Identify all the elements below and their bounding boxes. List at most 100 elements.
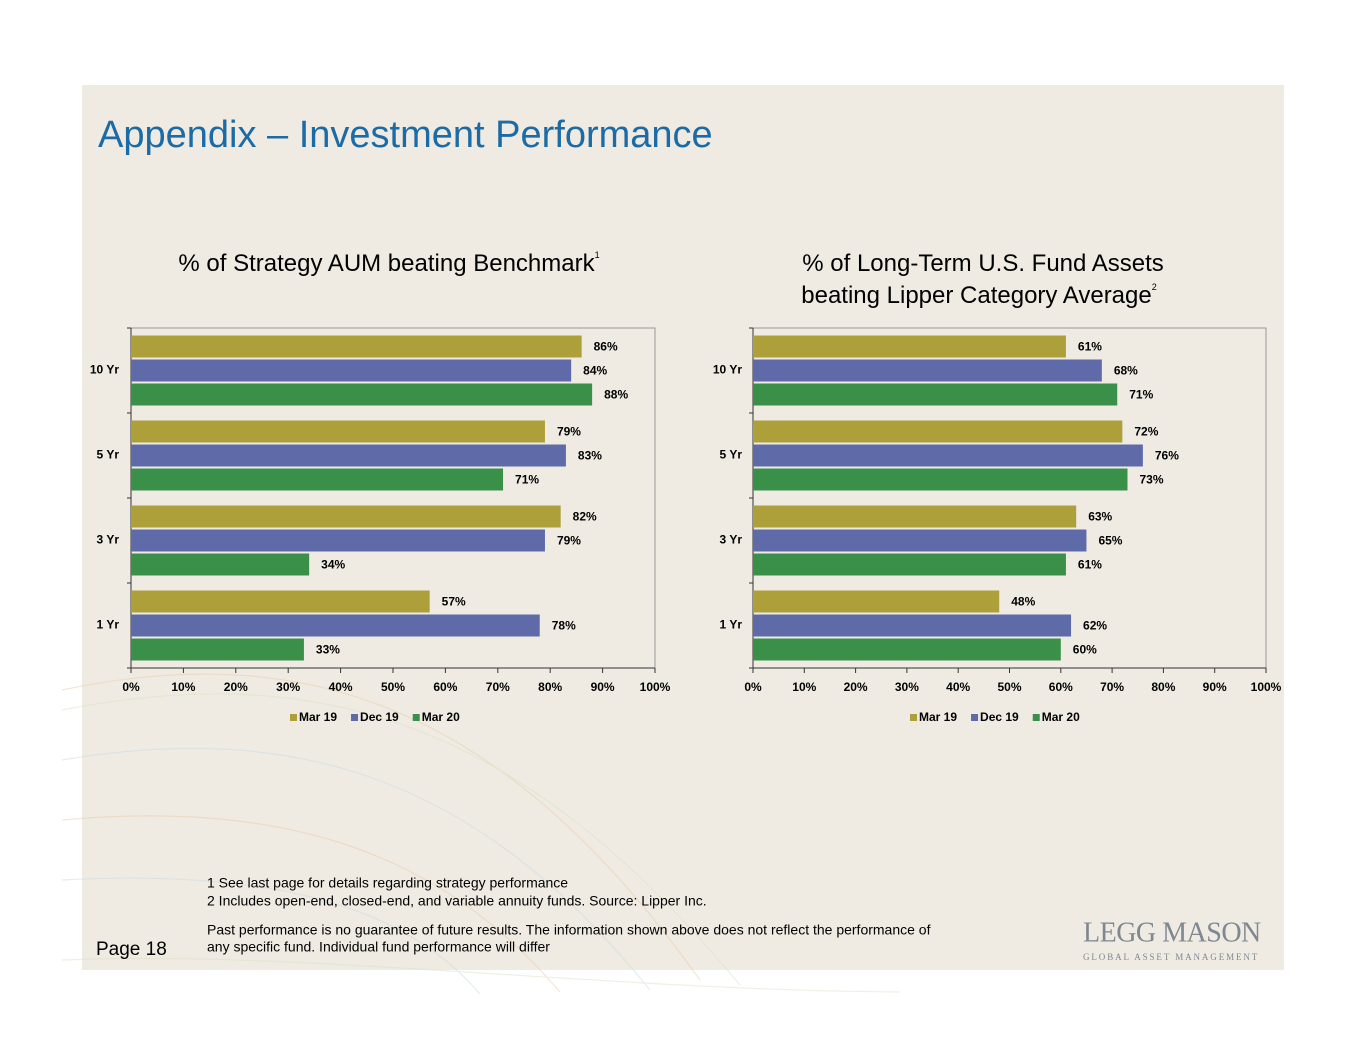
x-tick-label: 10% (792, 680, 816, 694)
bar (131, 553, 310, 576)
chart-title-text: beating Lipper Category Average (801, 282, 1151, 309)
data-label: 76% (1155, 449, 1179, 463)
footnote-mark: 1 (595, 250, 600, 260)
data-label: 34% (321, 558, 345, 572)
data-label: 82% (573, 510, 597, 524)
page-number: Page 18 (96, 939, 167, 960)
x-tick-label: 50% (381, 680, 405, 694)
data-label: 86% (594, 340, 618, 354)
bar (753, 638, 1061, 661)
y-tick-label: 5 Yr (97, 448, 120, 462)
x-tick-label: 40% (329, 680, 353, 694)
data-label: 84% (583, 364, 607, 378)
bar (131, 383, 593, 406)
data-label: 79% (557, 425, 581, 439)
x-tick-label: 100% (1251, 680, 1282, 694)
x-tick-label: 90% (591, 680, 615, 694)
disclaimer: any specific fund. Individual fund perfo… (207, 939, 550, 955)
data-label: 72% (1134, 425, 1158, 439)
bar (753, 335, 1066, 358)
data-label: 88% (604, 388, 628, 402)
bar (753, 614, 1072, 637)
legend-swatch (290, 714, 297, 721)
y-tick-label: 10 Yr (713, 363, 742, 377)
data-label: 33% (316, 643, 340, 657)
data-label: 65% (1098, 534, 1122, 548)
bar (131, 590, 430, 613)
bar (753, 529, 1087, 552)
x-tick-label: 80% (1151, 680, 1175, 694)
legend-label: Dec 19 (360, 710, 399, 724)
disclaimer: Past performance is no guarantee of futu… (207, 922, 931, 938)
data-label: 63% (1088, 510, 1112, 524)
chart-title: % of Strategy AUM beating Benchmark1 (178, 250, 599, 277)
bar (753, 444, 1143, 467)
bar (753, 505, 1077, 528)
data-label: 60% (1073, 643, 1097, 657)
bar (131, 614, 540, 637)
bar (131, 638, 304, 661)
data-label: 78% (552, 619, 576, 633)
chart-title: % of Long-Term U.S. Fund Assets (802, 250, 1164, 277)
data-label: 83% (578, 449, 602, 463)
y-tick-label: 3 Yr (97, 533, 120, 547)
bar (131, 505, 561, 528)
x-tick-label: 70% (1100, 680, 1124, 694)
data-label: 61% (1078, 340, 1102, 354)
legend-swatch (351, 714, 359, 721)
x-tick-label: 90% (1203, 680, 1227, 694)
legend-swatch (971, 714, 979, 721)
x-tick-label: 20% (844, 680, 868, 694)
bar (753, 553, 1066, 576)
x-tick-label: 30% (276, 680, 300, 694)
slide-title: Appendix – Investment Performance (98, 114, 713, 156)
legend-swatch (1032, 714, 1040, 721)
x-tick-label: 20% (224, 680, 248, 694)
data-label: 79% (557, 534, 581, 548)
data-label: 73% (1139, 473, 1163, 487)
x-tick-label: 0% (744, 680, 762, 694)
chart-title-text: % of Long-Term U.S. Fund Assets (802, 250, 1164, 277)
bar (131, 359, 572, 382)
data-label: 68% (1114, 364, 1138, 378)
bar (131, 444, 566, 467)
bar (131, 468, 504, 491)
bar (131, 529, 545, 552)
x-tick-label: 30% (895, 680, 919, 694)
legend-label: Mar 19 (299, 710, 337, 724)
bar (753, 359, 1102, 382)
x-tick-label: 60% (433, 680, 457, 694)
footnote: 2 Includes open-end, closed-end, and var… (207, 893, 707, 909)
legend-swatch (910, 714, 917, 721)
decorative-swoosh (61, 673, 901, 995)
bar (131, 420, 545, 443)
data-label: 57% (442, 595, 466, 609)
legend-label: Mar 19 (919, 710, 957, 724)
data-label: 62% (1083, 619, 1107, 633)
bar (753, 468, 1128, 491)
data-label: 48% (1011, 595, 1035, 609)
y-tick-label: 3 Yr (720, 533, 743, 547)
x-tick-label: 10% (171, 680, 195, 694)
y-tick-label: 5 Yr (720, 448, 743, 462)
bar (131, 335, 582, 358)
legend-label: Mar 20 (1042, 710, 1080, 724)
footnote: 1 See last page for details regarding st… (207, 875, 568, 891)
y-tick-label: 1 Yr (720, 618, 743, 632)
bar (753, 383, 1118, 406)
chart-title: beating Lipper Category Average2 (801, 282, 1157, 309)
x-tick-label: 100% (640, 680, 671, 694)
x-tick-label: 80% (538, 680, 562, 694)
legend-label: Mar 20 (422, 710, 460, 724)
x-tick-label: 60% (1049, 680, 1073, 694)
x-tick-label: 40% (946, 680, 970, 694)
logo: LEGG MASON (1083, 917, 1261, 948)
bar (753, 590, 1000, 613)
logo-tagline: GLOBAL ASSET MANAGEMENT (1083, 952, 1259, 962)
footnote-mark: 2 (1152, 282, 1157, 292)
chart-title-text: % of Strategy AUM beating Benchmark (178, 250, 595, 277)
legend-swatch (412, 714, 420, 721)
x-tick-label: 0% (122, 680, 140, 694)
x-tick-label: 50% (997, 680, 1021, 694)
data-label: 71% (1129, 388, 1153, 402)
